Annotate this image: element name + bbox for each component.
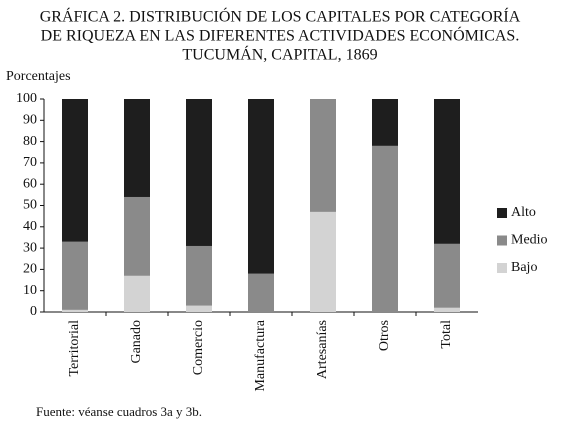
x-tick-label: Territorial (67, 320, 82, 377)
bar-segment (248, 99, 274, 274)
bar-segment (310, 99, 336, 212)
bar-segment (434, 99, 460, 244)
chart-title: TUCUMÁN, CAPITAL, 1869 (182, 45, 377, 64)
legend-label: Bajo (511, 260, 537, 275)
y-tick-label: 40 (23, 219, 37, 234)
x-tick-label: Ganado (129, 320, 144, 364)
bar-segment (62, 309, 88, 312)
y-tick-label: 100 (16, 91, 37, 106)
bar-segment (186, 305, 212, 312)
x-tick-label: Total (439, 320, 454, 349)
x-tick-label: Otros (377, 320, 392, 351)
y-tick-label: 70 (23, 155, 37, 170)
bar-segment (434, 307, 460, 312)
bar-segment (186, 99, 212, 246)
legend-swatch (497, 263, 507, 273)
bar-segment (124, 196, 150, 276)
chart-title: DE RIQUEZA EN LAS DIFERENTES ACTIVIDADES… (41, 26, 520, 45)
bar-segment (62, 99, 88, 242)
bar-segment (124, 99, 150, 197)
bar-segment (186, 245, 212, 306)
bar-segment (310, 211, 336, 312)
x-tick-label: Comercio (191, 320, 206, 375)
legend-swatch (497, 235, 507, 246)
bar-segment (62, 241, 88, 310)
source-note: Fuente: véanse cuadros 3a y 3b. (36, 404, 202, 419)
bar-segment (372, 99, 398, 146)
y-axis-label: Porcentajes (6, 69, 71, 84)
y-tick-label: 20 (23, 262, 37, 277)
bar-segment (248, 273, 274, 312)
y-tick-label: 50 (23, 198, 37, 213)
x-tick-label: Artesanías (315, 320, 330, 379)
y-tick-label: 80 (23, 134, 37, 149)
y-tick-label: 60 (23, 176, 37, 191)
bar-segment (124, 275, 150, 312)
y-tick-label: 90 (23, 113, 37, 128)
y-tick-label: 30 (23, 240, 37, 255)
legend-label: Medio (511, 233, 548, 248)
legend-swatch (497, 208, 507, 218)
y-tick-label: 0 (30, 304, 37, 319)
y-tick-label: 10 (23, 283, 37, 298)
x-tick-label: Manufactura (253, 319, 268, 391)
chart-title: GRÁFICA 2. DISTRIBUCIÓN DE LOS CAPITALES… (40, 7, 521, 26)
bar-segment (434, 243, 460, 308)
legend-label: Alto (511, 205, 536, 220)
bar-segment (372, 145, 398, 312)
